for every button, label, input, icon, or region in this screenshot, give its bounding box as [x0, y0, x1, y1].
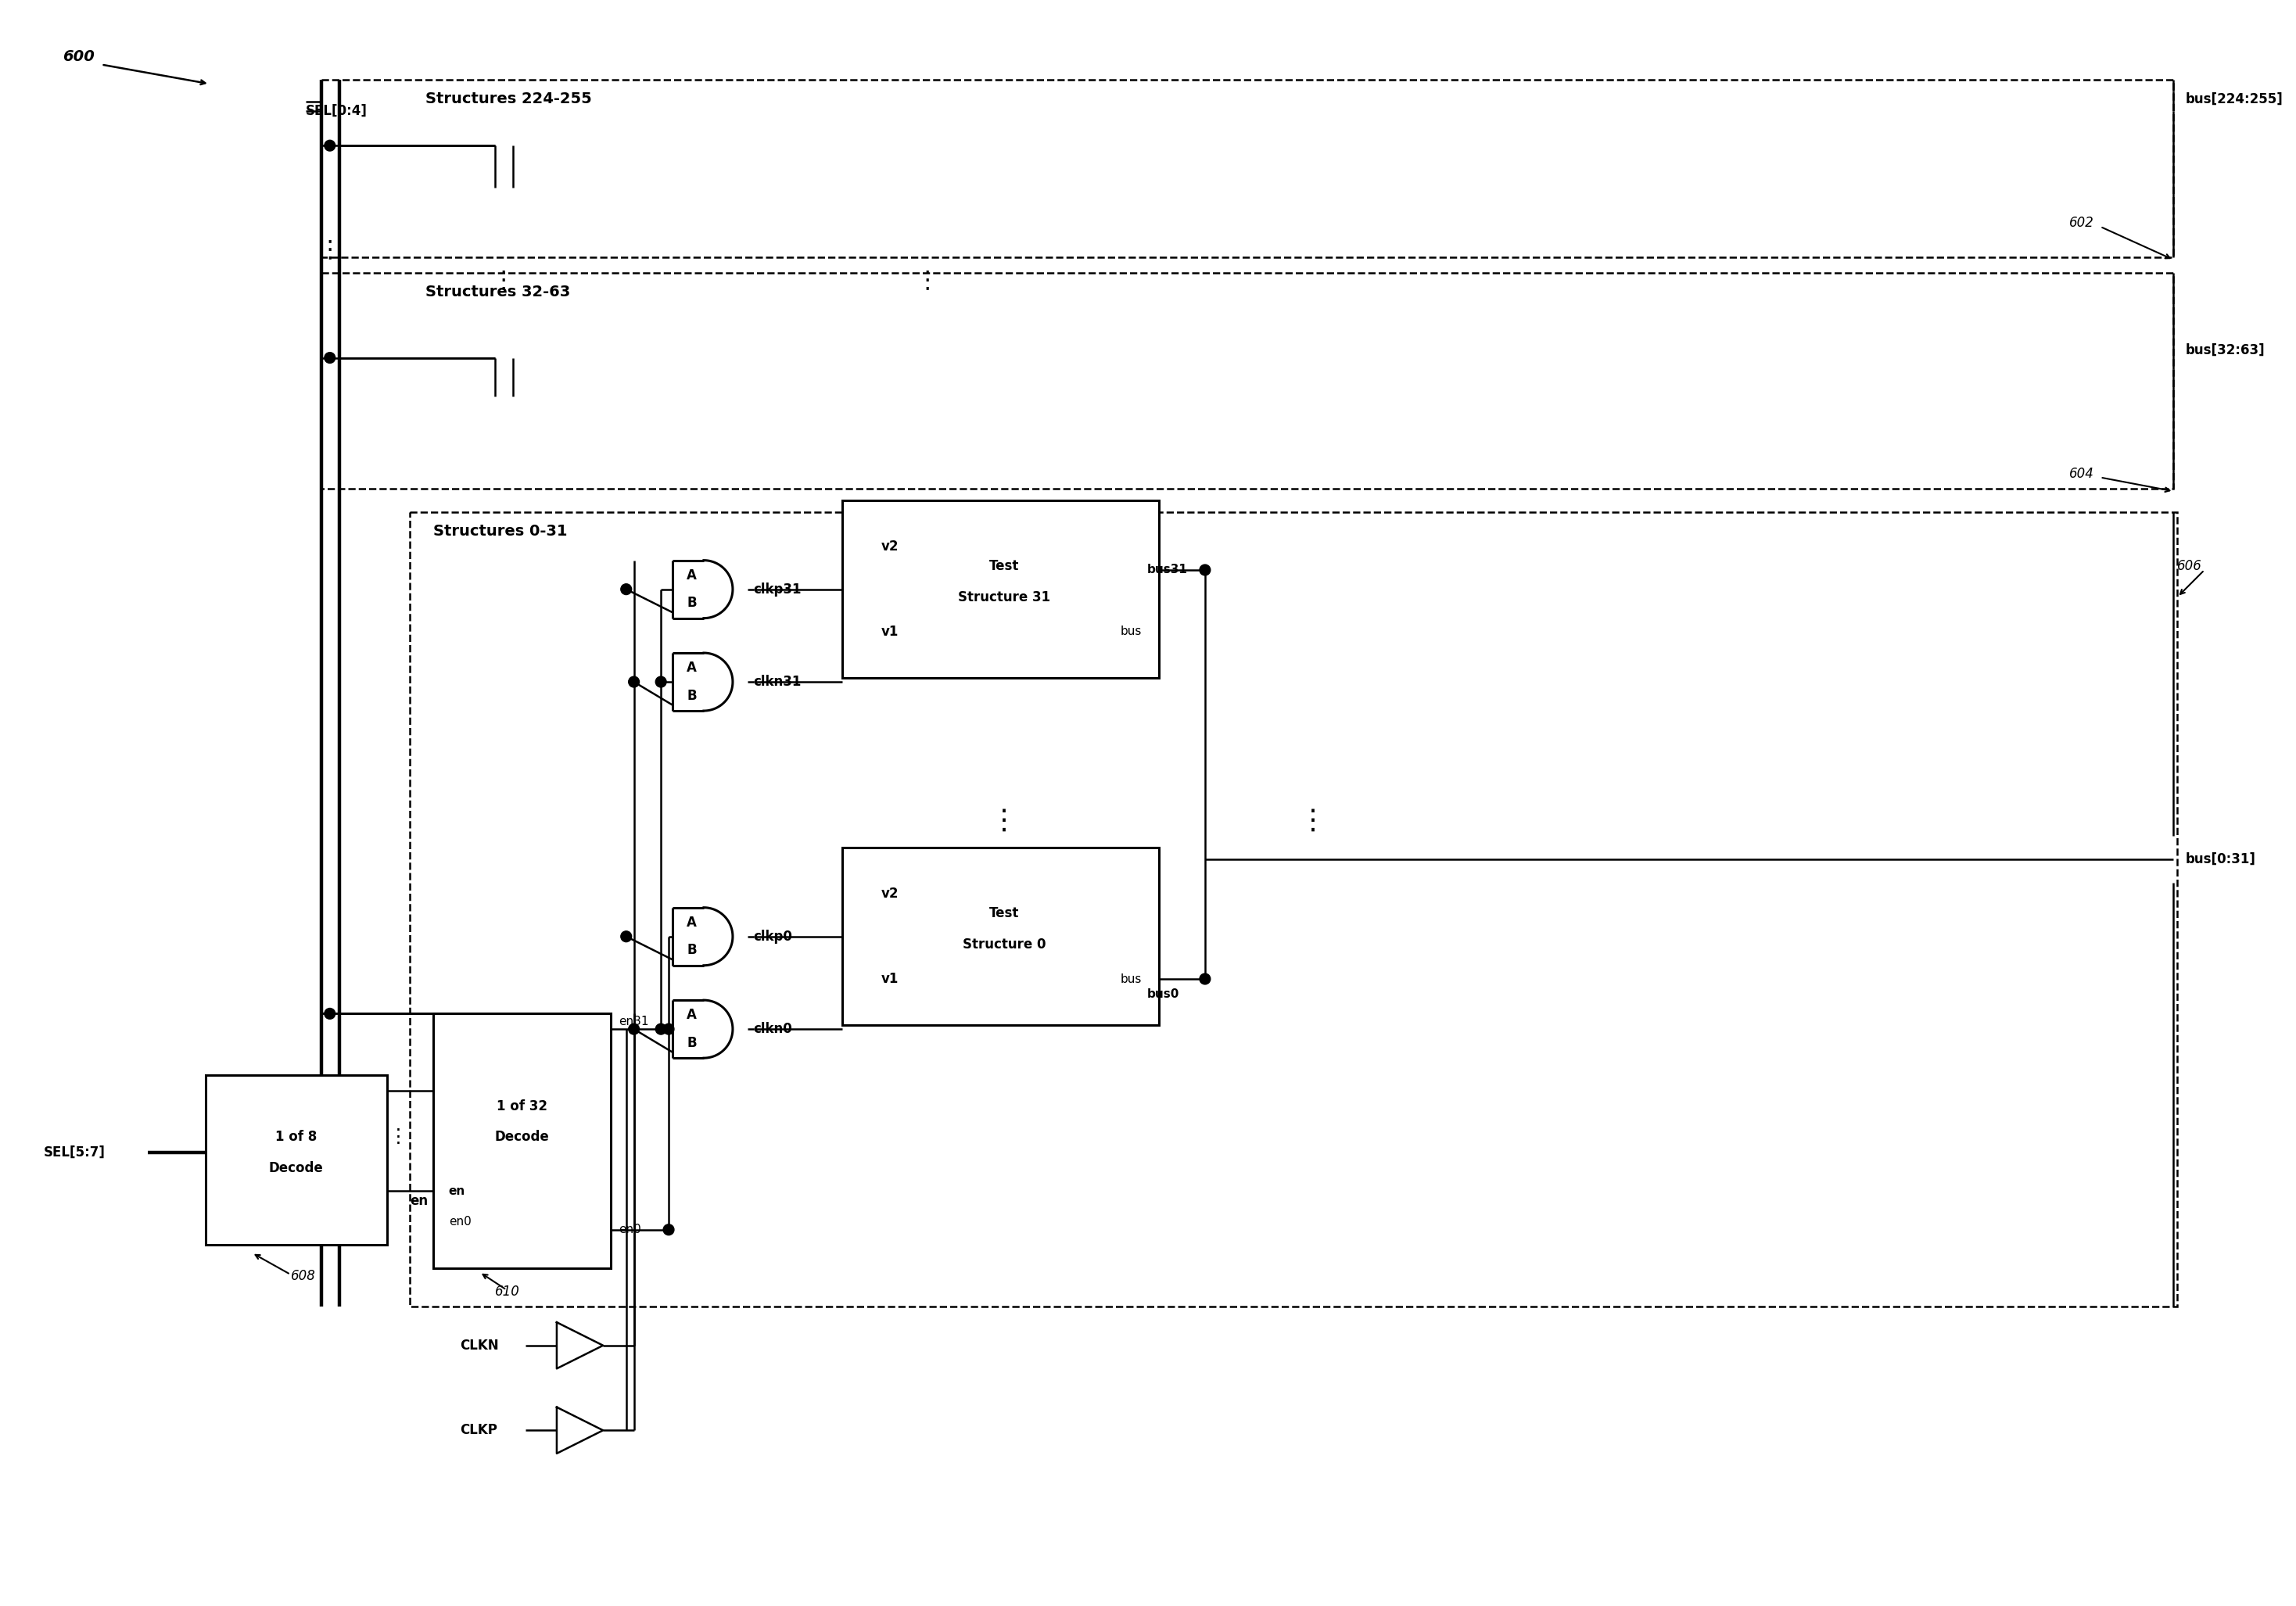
Polygon shape	[556, 1407, 604, 1453]
Text: en: en	[448, 1185, 466, 1196]
Text: ⋮: ⋮	[990, 808, 1019, 834]
Text: Decode: Decode	[269, 1161, 324, 1176]
Text: clkp31: clkp31	[753, 583, 801, 596]
Text: Structures 32-63: Structures 32-63	[425, 284, 569, 300]
Text: 1 of 8: 1 of 8	[276, 1131, 317, 1143]
Text: B: B	[687, 943, 696, 957]
Text: Structures 0-31: Structures 0-31	[434, 524, 567, 540]
Text: v1: v1	[882, 972, 898, 986]
Text: 608: 608	[292, 1269, 315, 1283]
Text: A: A	[687, 662, 696, 675]
Bar	[321, 80, 2174, 257]
Text: Decode: Decode	[494, 1131, 549, 1143]
Text: 610: 610	[496, 1285, 519, 1299]
Text: ⋮: ⋮	[317, 238, 342, 262]
Circle shape	[664, 1224, 675, 1235]
Text: bus: bus	[1120, 973, 1141, 984]
Text: SEL[5:7]: SEL[5:7]	[44, 1145, 106, 1160]
Text: clkn0: clkn0	[753, 1021, 792, 1036]
Text: ⋮: ⋮	[1300, 808, 1327, 834]
Text: clkp0: clkp0	[753, 930, 792, 944]
Text: 606: 606	[2177, 559, 2202, 573]
Bar	[434, 1013, 611, 1269]
Circle shape	[1199, 973, 1210, 984]
Circle shape	[620, 931, 631, 941]
Text: CLKP: CLKP	[459, 1423, 498, 1437]
Text: bus[32:63]: bus[32:63]	[2186, 344, 2264, 357]
Text: A: A	[687, 915, 696, 930]
Text: B: B	[687, 1036, 696, 1050]
Text: 1 of 32: 1 of 32	[496, 1099, 546, 1113]
Circle shape	[629, 676, 638, 687]
Text: v1: v1	[882, 625, 898, 639]
Text: Structure 0: Structure 0	[962, 938, 1047, 951]
Text: bus[224:255]: bus[224:255]	[2186, 92, 2282, 106]
Circle shape	[324, 140, 335, 151]
Text: Test: Test	[990, 559, 1019, 573]
Text: B: B	[687, 689, 696, 703]
Text: v2: v2	[882, 540, 898, 554]
Text: B: B	[687, 596, 696, 610]
Text: en: en	[411, 1195, 427, 1208]
Text: Test: Test	[990, 906, 1019, 920]
Bar	[843, 848, 1159, 1025]
Circle shape	[324, 1009, 335, 1020]
Text: Structure 31: Structure 31	[957, 589, 1052, 604]
Circle shape	[664, 1023, 675, 1034]
Bar	[843, 501, 1159, 678]
Polygon shape	[556, 1322, 604, 1368]
Text: 602: 602	[2069, 215, 2094, 230]
Circle shape	[324, 352, 335, 363]
Text: 600: 600	[62, 50, 94, 64]
Text: CLKN: CLKN	[459, 1338, 498, 1352]
Text: A: A	[687, 1009, 696, 1023]
Text: en31: en31	[618, 1015, 647, 1028]
Text: bus31: bus31	[1148, 564, 1187, 577]
Text: SEL[0:4]: SEL[0:4]	[305, 104, 367, 117]
Text: A: A	[687, 569, 696, 583]
Text: Structures 224-255: Structures 224-255	[425, 92, 592, 106]
Circle shape	[657, 676, 666, 687]
Text: ⋮: ⋮	[916, 270, 939, 292]
Bar	[321, 273, 2174, 488]
Text: bus[0:31]: bus[0:31]	[2186, 853, 2255, 866]
Bar	[411, 512, 2177, 1307]
Text: en0: en0	[448, 1216, 471, 1229]
Text: ⋮: ⋮	[388, 1127, 409, 1147]
Circle shape	[629, 1023, 638, 1034]
Text: bus0: bus0	[1148, 989, 1180, 1001]
Circle shape	[657, 1023, 666, 1034]
Bar	[207, 1076, 388, 1245]
Text: ⋮: ⋮	[491, 270, 514, 292]
Circle shape	[1199, 565, 1210, 575]
Text: en0: en0	[618, 1224, 641, 1235]
Text: clkn31: clkn31	[753, 675, 801, 689]
Circle shape	[620, 585, 631, 594]
Text: bus: bus	[1120, 626, 1141, 638]
Text: v2: v2	[882, 887, 898, 901]
Text: 604: 604	[2069, 466, 2094, 480]
